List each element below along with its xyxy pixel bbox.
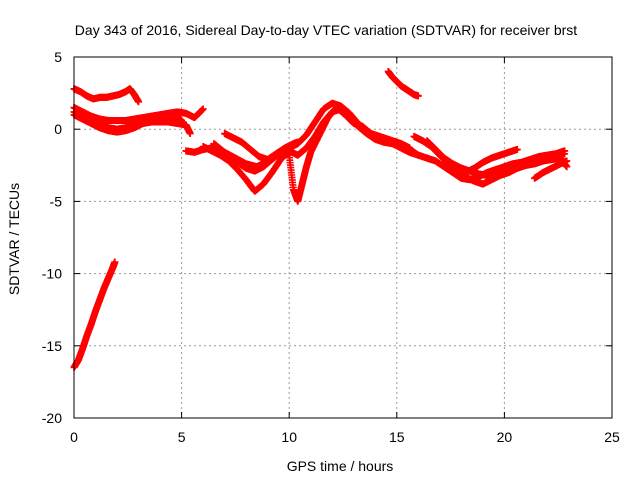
series-track-third [70, 108, 186, 133]
data-point [135, 98, 143, 106]
y-tick-label: 0 [54, 121, 62, 137]
x-tick-label: 15 [389, 429, 405, 445]
data-point [563, 157, 571, 165]
x-tick-label: 5 [178, 429, 186, 445]
series-track-gps-early [70, 258, 119, 371]
series-track-top-start [70, 85, 143, 106]
data-point [561, 147, 569, 155]
data-layer [70, 67, 571, 371]
y-tick-label: -20 [42, 410, 62, 426]
series-track-late-d [462, 145, 521, 177]
data-point [186, 130, 194, 138]
grid [74, 57, 612, 418]
y-tick-label: -10 [42, 266, 62, 282]
series-track-late-e [531, 157, 571, 182]
plot-frame [73, 56, 613, 419]
x-tick-label: 0 [70, 429, 78, 445]
series-track-mid-c [210, 104, 409, 205]
data-point [111, 258, 119, 266]
y-tick-label: 5 [54, 49, 62, 65]
axis-ticks: 0 5 10 15 20 25 -20 -15 -10 -5 0 5 [42, 49, 620, 445]
data-point [513, 145, 521, 153]
series-track-isolated-high [384, 67, 422, 100]
y-tick-label: -15 [42, 338, 62, 354]
x-tick-label: 20 [497, 429, 513, 445]
data-point [294, 138, 302, 146]
data-point [178, 117, 186, 125]
data-point [414, 92, 422, 100]
x-tick-label: 25 [604, 429, 620, 445]
series-track-arc-early [221, 130, 302, 164]
y-tick-label: -5 [50, 193, 63, 209]
y-axis-label: SDTVAR / TECUs [6, 183, 22, 295]
chart-title: Day 343 of 2016, Sidereal Day-to-day VTE… [75, 22, 577, 38]
x-axis-label: GPS time / hours [287, 458, 394, 474]
data-point [199, 105, 207, 113]
x-tick-label: 10 [281, 429, 297, 445]
